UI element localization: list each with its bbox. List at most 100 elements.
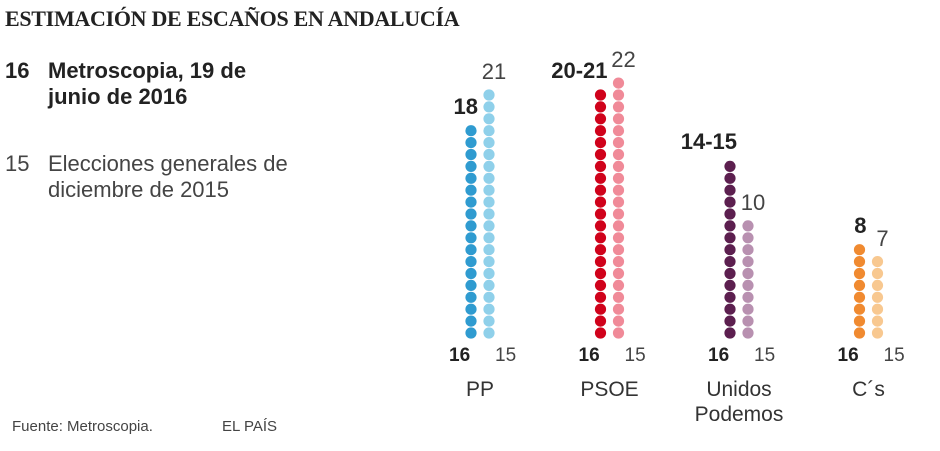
source: Fuente: Metroscopia. <box>12 418 153 435</box>
dot <box>594 148 607 161</box>
dot <box>742 232 754 244</box>
dot <box>465 184 477 196</box>
dot <box>724 315 736 327</box>
dot <box>724 220 736 232</box>
dot <box>594 256 607 268</box>
dot <box>871 256 884 268</box>
dot <box>853 327 866 339</box>
dot <box>853 291 866 303</box>
x-tick-label: PSOE <box>580 378 639 401</box>
dot <box>612 113 625 125</box>
dot <box>612 327 625 339</box>
bottom-key: 16 <box>449 345 471 366</box>
dot <box>612 279 625 291</box>
dot <box>465 315 477 327</box>
dot <box>612 244 625 256</box>
value-label: 10 <box>740 189 766 215</box>
dot <box>742 327 754 339</box>
dot <box>612 137 625 149</box>
dot <box>612 303 625 315</box>
dot <box>594 315 607 327</box>
dot <box>594 160 607 172</box>
dot <box>483 232 495 244</box>
dot <box>483 148 495 161</box>
dot <box>742 220 754 232</box>
dot <box>465 208 477 220</box>
legend-entry: Metroscopia, 19 de junio de 2016 <box>48 58 247 110</box>
value-label: 14-15 <box>680 129 737 155</box>
dot <box>465 303 477 315</box>
legend-entry: Elecciones generales de diciembre de 201… <box>48 151 288 203</box>
bottom-key: 16 <box>578 345 600 366</box>
dot <box>483 244 495 256</box>
dot <box>612 160 625 172</box>
dot <box>483 137 495 149</box>
bottom-key: 15 <box>754 345 776 366</box>
dot <box>483 315 495 327</box>
dot <box>612 232 625 244</box>
dot <box>465 232 477 244</box>
dot <box>612 172 625 184</box>
dot <box>465 256 477 268</box>
value-label: 21 <box>481 59 507 84</box>
dot <box>594 101 607 113</box>
legend-key: 15 <box>5 151 30 176</box>
x-tick-label: PP <box>465 378 494 401</box>
value-label: 7 <box>876 225 889 251</box>
dot <box>594 184 607 196</box>
dot <box>742 267 754 280</box>
dot <box>612 196 625 208</box>
dot <box>742 256 754 268</box>
dot-column <box>483 89 495 339</box>
dot <box>742 315 754 327</box>
value-label: 22 <box>611 47 636 73</box>
dot <box>742 244 754 256</box>
dot <box>853 256 866 268</box>
dot <box>465 125 477 137</box>
bottom-key: 15 <box>624 345 646 366</box>
dot <box>612 77 625 89</box>
dot <box>465 291 477 303</box>
dot-column <box>612 77 625 339</box>
dot-column <box>853 244 866 339</box>
dot <box>594 279 607 291</box>
dot <box>483 172 495 184</box>
dot <box>724 232 736 244</box>
dot <box>853 279 866 291</box>
dot <box>594 244 607 256</box>
dot-column <box>465 125 477 339</box>
dot <box>483 327 495 339</box>
dot <box>483 125 495 137</box>
dot <box>465 220 477 232</box>
dot <box>465 196 477 208</box>
dot <box>594 208 607 220</box>
dot-column <box>742 220 754 339</box>
dot <box>465 137 477 149</box>
dot <box>853 315 866 327</box>
dot <box>612 148 625 161</box>
dot <box>465 244 477 256</box>
bottom-key: 16 <box>708 345 730 366</box>
dot <box>871 303 884 315</box>
dot <box>594 172 607 184</box>
dot <box>594 113 607 125</box>
dot <box>465 148 477 161</box>
dot <box>594 89 607 101</box>
bottom-key: 15 <box>495 345 517 366</box>
dot <box>465 267 477 280</box>
dot <box>871 327 884 339</box>
dot <box>853 244 866 256</box>
dot <box>612 208 625 220</box>
dot <box>871 267 884 280</box>
dot <box>594 291 607 303</box>
dot <box>853 267 866 280</box>
dot <box>612 184 625 196</box>
dot-column <box>871 256 884 339</box>
x-tick-label: C´s <box>852 378 885 401</box>
legend-key: 16 <box>5 58 30 83</box>
dot <box>594 303 607 315</box>
bottom-key: 16 <box>837 345 859 366</box>
value-label: 20-21 <box>551 58 608 83</box>
dot <box>724 291 736 303</box>
